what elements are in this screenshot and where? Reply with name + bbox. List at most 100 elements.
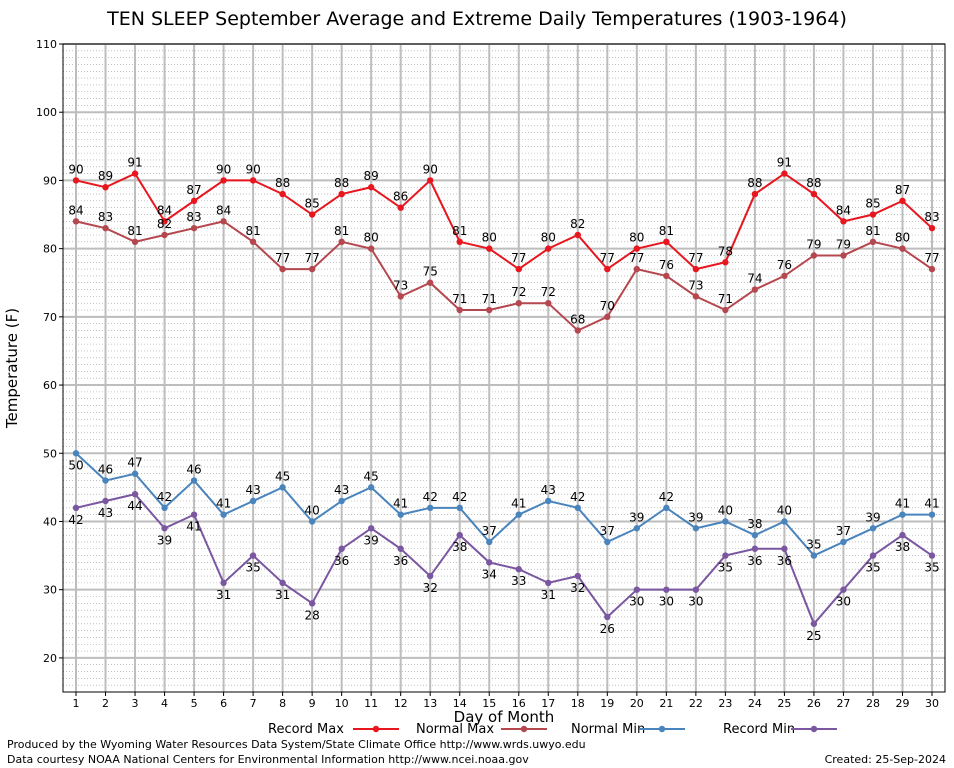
data-point <box>545 497 552 505</box>
legend: Record Max Normal Max Normal Min Record Min <box>268 722 837 737</box>
data-label: 39 <box>364 533 379 547</box>
data-label: 80 <box>541 231 556 245</box>
data-point <box>161 218 168 225</box>
chart-title: TEN SLEEP September Average and Extreme … <box>107 8 847 30</box>
series-line-3 <box>75 493 933 626</box>
legend-label: Record Min <box>723 722 795 737</box>
data-point <box>397 511 404 518</box>
data-point <box>663 586 670 593</box>
data-label: 47 <box>127 456 142 470</box>
data-point <box>102 497 109 505</box>
data-point <box>367 525 375 532</box>
data-label: 76 <box>777 258 792 272</box>
data-point <box>397 545 404 552</box>
data-label: 46 <box>98 463 113 477</box>
data-label: 77 <box>304 251 319 265</box>
series-line-2 <box>75 452 932 557</box>
data-label: 38 <box>747 517 762 531</box>
data-label: 41 <box>393 497 408 511</box>
data-point <box>869 211 877 218</box>
legend-label: Normal Max <box>416 722 494 737</box>
data-label: 42 <box>157 490 172 504</box>
data-label: 46 <box>186 463 201 477</box>
data-point <box>633 265 641 273</box>
data-point <box>722 518 729 525</box>
data-label: 36 <box>747 554 762 568</box>
data-label: 81 <box>452 224 467 238</box>
data-label: 83 <box>924 210 939 224</box>
data-point <box>279 190 286 198</box>
data-label: 42 <box>570 490 585 504</box>
data-point <box>102 224 109 232</box>
data-label: 35 <box>806 538 821 552</box>
data-point <box>781 518 788 525</box>
data-point <box>308 211 316 218</box>
y-tick-label: 110 <box>36 38 57 51</box>
data-point <box>604 613 611 621</box>
data-label: 25 <box>806 629 821 643</box>
x-tick-label: 15 <box>482 697 496 710</box>
data-label: 28 <box>304 608 319 622</box>
data-point <box>899 531 906 539</box>
data-point <box>604 538 611 546</box>
data-label: 41 <box>511 497 526 511</box>
data-point <box>338 497 345 505</box>
data-label: 71 <box>482 292 497 306</box>
y-tick-label: 70 <box>43 311 57 324</box>
x-tick-label: 22 <box>689 697 703 710</box>
y-tick-label: 30 <box>43 584 57 597</box>
data-label: 43 <box>98 506 113 520</box>
created-date: Created: 25-Sep-2024 <box>824 753 946 766</box>
data-point <box>692 586 700 593</box>
data-label: 82 <box>570 217 585 231</box>
data-point <box>840 538 847 546</box>
data-label: 85 <box>304 197 319 211</box>
data-label: 87 <box>895 183 910 197</box>
data-label: 45 <box>364 469 379 483</box>
data-label: 80 <box>895 231 910 245</box>
data-label: 35 <box>245 561 260 575</box>
x-tick-label: 12 <box>394 697 408 710</box>
y-tick-label: 20 <box>43 652 57 665</box>
data-label: 89 <box>364 169 379 183</box>
series-line-1 <box>75 220 933 332</box>
data-point <box>427 177 434 184</box>
legend-label: Record Max <box>268 722 344 737</box>
data-point <box>486 306 493 314</box>
data-point <box>781 545 788 552</box>
legend-swatch-marker <box>810 725 818 733</box>
data-label: 39 <box>629 510 644 524</box>
data-label: 37 <box>600 524 615 538</box>
data-label: 42 <box>659 490 674 504</box>
data-point <box>633 586 641 593</box>
data-label: 77 <box>924 251 939 265</box>
data-point <box>574 572 581 580</box>
data-label: 71 <box>718 292 733 306</box>
data-label: 77 <box>275 251 290 265</box>
x-tick-label: 13 <box>423 697 437 710</box>
x-tick-label: 20 <box>630 697 644 710</box>
data-label: 31 <box>216 588 231 602</box>
x-tick-label: 6 <box>220 697 227 710</box>
x-tick-label: 4 <box>161 697 168 710</box>
data-point <box>928 224 936 232</box>
data-label: 81 <box>865 224 880 238</box>
data-label: 36 <box>334 554 349 568</box>
legend-label: Normal Min <box>571 722 645 737</box>
data-point <box>279 579 286 587</box>
data-point <box>515 300 522 307</box>
series-line-0 <box>75 172 933 271</box>
data-label: 77 <box>600 251 615 265</box>
data-point <box>515 265 522 273</box>
x-tick-label: 25 <box>777 697 791 710</box>
data-point <box>869 552 877 559</box>
data-point <box>722 306 729 314</box>
data-point <box>131 238 139 246</box>
data-point <box>456 238 463 246</box>
data-point <box>545 245 552 252</box>
data-label: 41 <box>186 520 201 534</box>
data-label: 40 <box>777 503 792 517</box>
data-point <box>574 327 581 334</box>
data-label: 40 <box>304 503 319 517</box>
